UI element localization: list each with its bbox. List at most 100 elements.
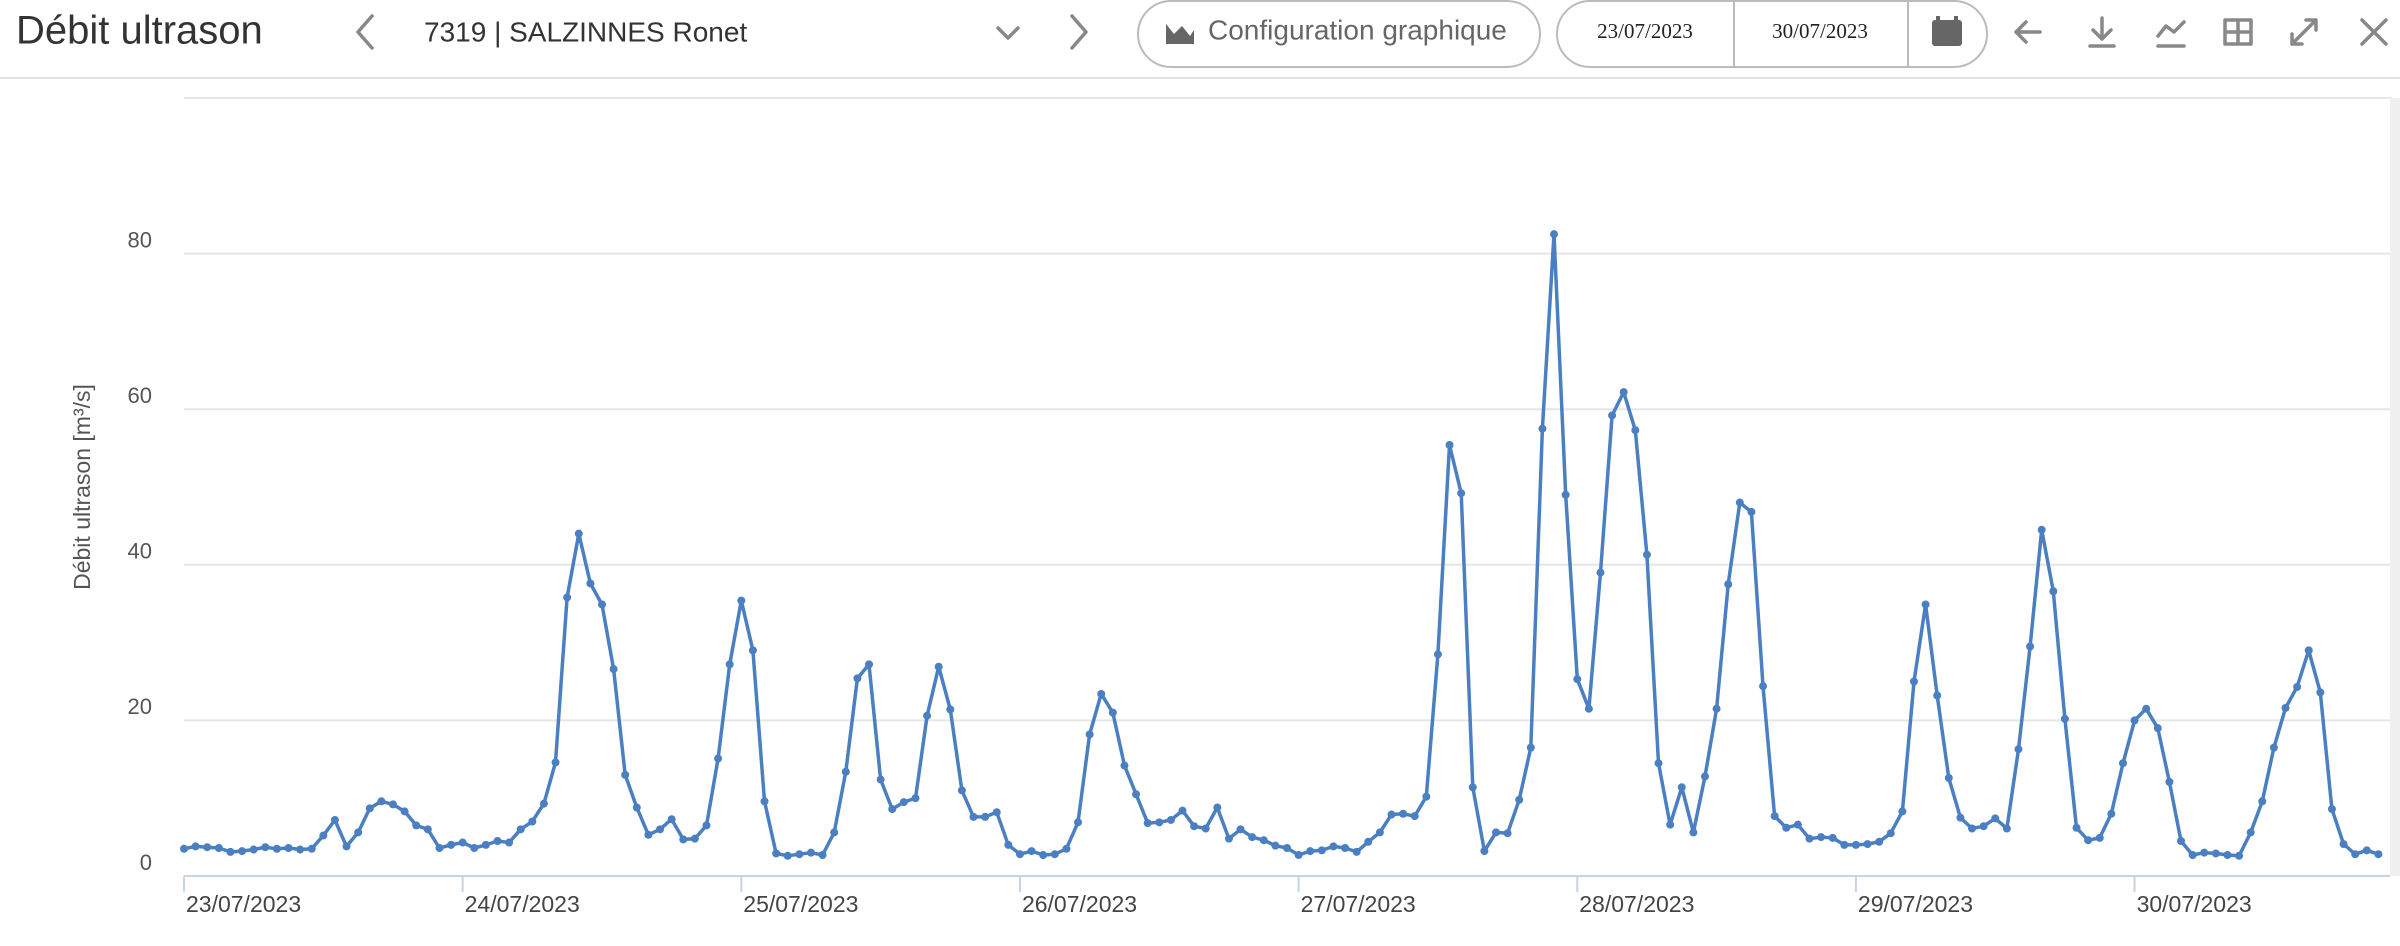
data-point [586, 579, 595, 588]
station-dropdown[interactable] [996, 26, 1020, 40]
data-point [690, 834, 699, 843]
data-point [1642, 550, 1651, 559]
data-point [1700, 772, 1709, 781]
data-point [992, 808, 1001, 817]
data-point [400, 807, 409, 816]
data-point [1178, 806, 1187, 815]
fullscreen-icon[interactable] [2290, 18, 2318, 46]
data-point [1468, 783, 1477, 792]
data-point [1329, 842, 1338, 851]
data-point [2072, 823, 2081, 832]
data-point [330, 815, 339, 824]
x-tick-label: 25/07/2023 [743, 891, 858, 917]
data-point [1944, 773, 1953, 782]
data-point [1793, 820, 1802, 829]
data-point [1886, 829, 1895, 838]
config-button[interactable] [1137, 0, 1541, 68]
data-point [981, 812, 990, 821]
data-point [516, 825, 525, 834]
data-point [563, 593, 572, 602]
data-point [2002, 824, 2011, 833]
table-icon[interactable] [2223, 18, 2253, 46]
data-point [2281, 703, 2290, 712]
data-point [1851, 840, 1860, 849]
data-point [2293, 682, 2302, 691]
data-point [365, 804, 374, 813]
data-point [2339, 840, 2348, 849]
data-point [284, 843, 293, 852]
data-point [1770, 812, 1779, 821]
x-tick-label: 23/07/2023 [186, 891, 301, 917]
data-point [1352, 847, 1361, 856]
data-point [1584, 704, 1593, 713]
data-point [412, 821, 421, 830]
close-icon[interactable] [2360, 18, 2388, 46]
y-tick-label: 40 [128, 539, 152, 564]
data-point [1968, 824, 1977, 833]
compare-icon[interactable] [2156, 20, 2186, 48]
data-point [1573, 675, 1582, 684]
config-label: Configuration graphique [1208, 14, 1507, 45]
data-point [1561, 490, 1570, 499]
calendar-button[interactable] [1932, 16, 1962, 46]
data-point [1956, 813, 1965, 822]
back-icon[interactable] [2014, 20, 2042, 44]
data-point [1828, 833, 1837, 842]
data-point [2223, 850, 2232, 859]
data-point [447, 840, 456, 849]
data-point [1399, 809, 1408, 818]
data-point [1283, 843, 1291, 852]
data-point [1027, 847, 1036, 856]
data-point [481, 840, 490, 849]
data-point [551, 758, 560, 767]
data-point [191, 842, 200, 851]
data-point [1457, 489, 1466, 498]
data-point [1213, 803, 1222, 812]
data-point [1201, 824, 1210, 833]
data-point [2060, 714, 2069, 723]
data-point [772, 849, 781, 858]
data-point [1224, 834, 1233, 843]
chart-icon [1166, 24, 1194, 44]
data-point [725, 660, 734, 669]
data-point [1062, 844, 1071, 853]
data-point [1840, 840, 1849, 849]
data-point [1364, 837, 1373, 846]
y-tick-label: 60 [128, 383, 152, 408]
data-point [1410, 812, 1419, 821]
data-point [1747, 507, 1756, 516]
data-point [1759, 682, 1768, 691]
date-start[interactable]: 23/07/2023 [1597, 19, 1693, 43]
data-point [2037, 525, 2046, 534]
data-point [923, 711, 932, 720]
data-point [1143, 819, 1152, 828]
data-point [2258, 797, 2267, 806]
data-point [203, 843, 212, 852]
next-button[interactable] [1070, 14, 1088, 50]
data-point [865, 660, 874, 669]
data-point [1608, 411, 1617, 420]
date-end[interactable]: 30/07/2023 [1772, 19, 1868, 43]
data-point [388, 800, 397, 809]
data-point [354, 828, 363, 837]
x-tick-label: 29/07/2023 [1858, 891, 1973, 917]
data-point [1132, 790, 1141, 799]
data-point [621, 770, 630, 779]
data-point [1991, 814, 2000, 823]
data-point [2304, 646, 2313, 655]
station-select[interactable]: 7319 | SALZINNES Ronet [424, 16, 747, 47]
data-point [1631, 426, 1640, 435]
prev-button[interactable] [356, 14, 374, 50]
data-point [2362, 846, 2371, 855]
download-icon[interactable] [2088, 16, 2116, 48]
y-tick-label: 20 [128, 694, 152, 719]
scrollbar [2390, 98, 2400, 876]
data-point [1782, 823, 1791, 832]
data-point [296, 845, 305, 854]
data-point [2316, 688, 2325, 697]
data-point [226, 847, 235, 856]
data-point [2269, 743, 2278, 752]
data-point [1921, 600, 1930, 609]
data-point [1503, 829, 1512, 838]
data-point [899, 798, 908, 807]
